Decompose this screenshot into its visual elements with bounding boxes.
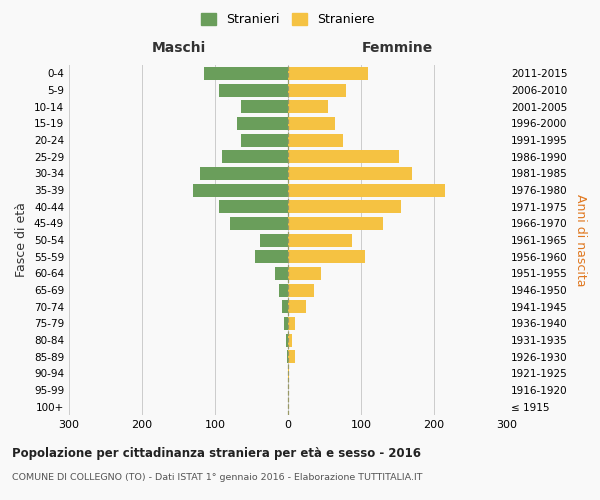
Bar xyxy=(218,84,288,96)
Bar xyxy=(200,167,288,180)
Bar xyxy=(288,134,343,146)
Bar xyxy=(286,334,288,346)
Bar xyxy=(288,67,368,80)
Bar xyxy=(230,217,288,230)
Bar xyxy=(288,284,314,296)
Bar xyxy=(275,267,288,280)
Bar xyxy=(279,284,288,296)
Bar xyxy=(288,350,295,363)
Bar xyxy=(288,234,352,246)
Bar xyxy=(288,150,399,163)
Bar xyxy=(288,100,328,113)
Bar xyxy=(288,267,321,280)
Bar xyxy=(288,184,445,196)
Bar xyxy=(288,317,295,330)
Text: Femmine: Femmine xyxy=(362,41,433,55)
Text: COMUNE DI COLLEGNO (TO) - Dati ISTAT 1° gennaio 2016 - Elaborazione TUTTITALIA.I: COMUNE DI COLLEGNO (TO) - Dati ISTAT 1° … xyxy=(12,472,422,482)
Bar xyxy=(204,67,288,80)
Bar xyxy=(288,200,401,213)
Bar xyxy=(288,334,292,346)
Bar xyxy=(288,117,335,130)
Bar xyxy=(223,150,288,163)
Bar xyxy=(288,250,365,263)
Bar xyxy=(241,134,288,146)
Y-axis label: Fasce di età: Fasce di età xyxy=(16,202,28,278)
Bar xyxy=(260,234,288,246)
Bar xyxy=(288,217,383,230)
Y-axis label: Anni di nascita: Anni di nascita xyxy=(574,194,587,286)
Bar xyxy=(287,350,288,363)
Bar xyxy=(288,167,412,180)
Bar xyxy=(282,300,288,313)
Bar xyxy=(218,200,288,213)
Legend: Stranieri, Straniere: Stranieri, Straniere xyxy=(196,8,380,31)
Bar xyxy=(284,317,288,330)
Bar xyxy=(237,117,288,130)
Bar xyxy=(288,84,346,96)
Text: Popolazione per cittadinanza straniera per età e sesso - 2016: Popolazione per cittadinanza straniera p… xyxy=(12,448,421,460)
Bar xyxy=(288,367,289,380)
Bar xyxy=(255,250,288,263)
Bar xyxy=(288,300,306,313)
Bar xyxy=(241,100,288,113)
Bar xyxy=(193,184,288,196)
Text: Maschi: Maschi xyxy=(151,41,206,55)
